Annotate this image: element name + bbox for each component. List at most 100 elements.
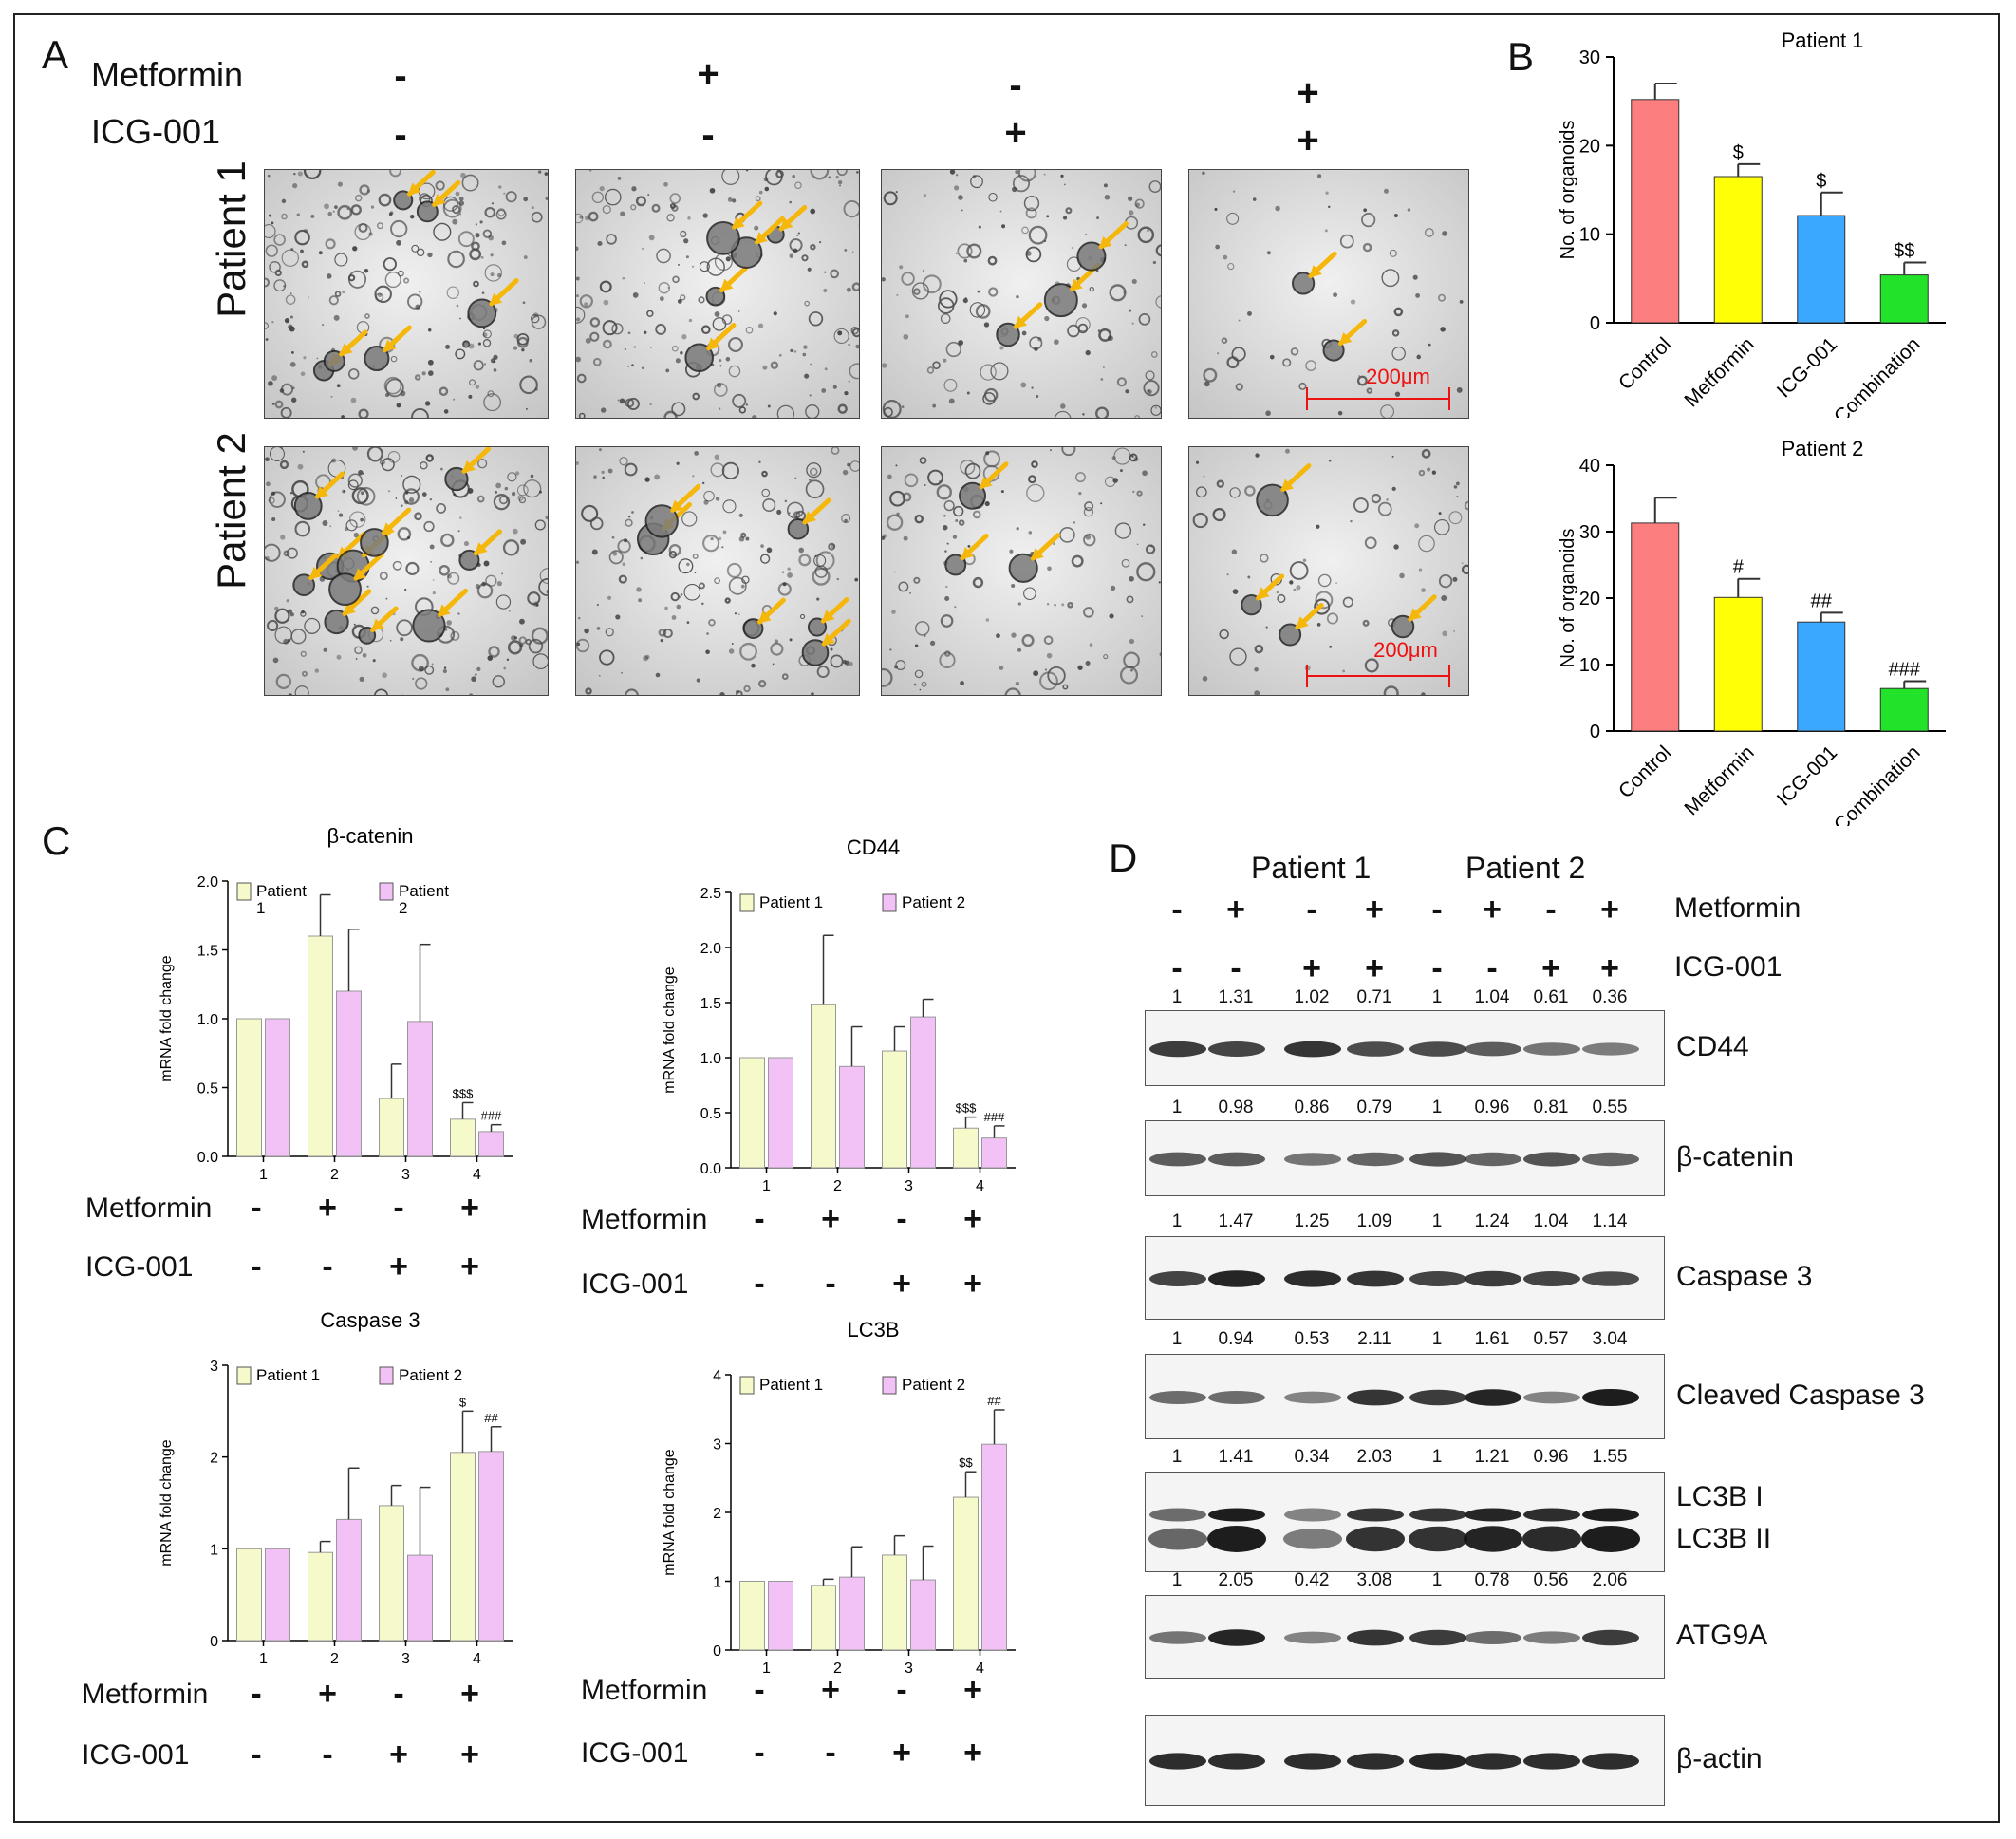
c3-metformin-sign-4: + [460, 1676, 479, 1712]
legend-label: 2 [399, 899, 407, 917]
band-value: 0.53 [1294, 1329, 1330, 1349]
band-value: 1 [1171, 1329, 1183, 1349]
significance-mark: $$ [959, 1455, 973, 1470]
x-tick-label: 1 [762, 1661, 771, 1677]
band [1347, 1152, 1404, 1167]
chart-title: LC3B [847, 1318, 899, 1342]
c3-icg-sign-2: - [322, 1736, 333, 1773]
band-value: 2.05 [1218, 1570, 1254, 1590]
bar-group-2-patient-1 [811, 1004, 836, 1169]
bar-group-1-patient-2 [265, 1548, 290, 1642]
band-value: 1 [1171, 987, 1183, 1007]
legend-label: Patient 2 [902, 1376, 965, 1394]
band-value: 1 [1171, 1211, 1183, 1231]
band [1582, 1629, 1639, 1646]
band-value: 1 [1431, 1098, 1443, 1117]
c4-metformin-sign-1: - [754, 1672, 765, 1708]
c2-icg-label: ICG-001 [581, 1268, 689, 1300]
bar-group-1-patient-2 [265, 1018, 290, 1157]
blot-label-lc3b-ii: LC3B II [1676, 1523, 1772, 1554]
x-tick-label: Control [1615, 741, 1675, 802]
x-tick-label: 4 [473, 1167, 481, 1183]
band [1465, 1270, 1521, 1287]
band [1208, 1753, 1265, 1770]
figure-frame [13, 13, 2000, 1823]
blot-label-cleaved-caspase-3: Cleaved Caspase 3 [1676, 1379, 1925, 1411]
y-tick-label: 20 [1579, 136, 1600, 157]
band-value: 0.36 [1592, 987, 1628, 1007]
band-value: 1.25 [1294, 1211, 1330, 1231]
legend-swatch [739, 1376, 755, 1395]
band-value: 0.61 [1533, 987, 1569, 1007]
band [1347, 1508, 1404, 1522]
panel-a-label: A [42, 32, 69, 77]
blot-icg-sign-7: + [1541, 950, 1560, 986]
band [1464, 1526, 1522, 1552]
bar-group-3-patient-2 [910, 1016, 936, 1169]
significance-mark: ## [484, 1411, 498, 1425]
significance-mark: $ [1733, 142, 1744, 163]
band [1207, 1525, 1266, 1552]
x-tick-label: 2 [833, 1178, 842, 1194]
scale-bar-label-1: 200μm [1366, 365, 1430, 388]
band [1284, 1391, 1341, 1404]
chart-patient-1-organoids: Patient 1 No. of organoids 0 10 20 30 Control $… [1558, 28, 1946, 418]
blot-caspase-3 [1145, 1236, 1665, 1320]
band [1347, 1629, 1404, 1646]
organoid-image-patient-2-3 [881, 446, 1162, 696]
significance-mark: # [1733, 557, 1745, 578]
y-tick-label: 0 [713, 1643, 721, 1660]
band [1409, 1271, 1466, 1286]
blot-icg-sign-2: - [1230, 950, 1241, 986]
x-tick-label: ICG-001 [1773, 333, 1841, 402]
icg-sign-2: - [701, 114, 715, 156]
band [1523, 1631, 1580, 1644]
bar-group-3-patient-1 [882, 1554, 907, 1651]
x-tick-label: Combination [1830, 741, 1925, 826]
metformin-sign-2: + [697, 53, 719, 95]
band [1582, 1152, 1639, 1167]
c2-icg-sign-2: - [825, 1266, 836, 1302]
band-value: 0.81 [1533, 1098, 1569, 1117]
legend-swatch [739, 893, 755, 912]
band [1284, 1153, 1341, 1166]
c2-metformin-sign-3: - [896, 1201, 907, 1237]
blot-metformin-sign-2: + [1226, 891, 1245, 928]
chart-beta-catenin-mrna: β-catenin mRNA fold change 0.0 0.5 1.0 1.5 2.0… [159, 824, 513, 1183]
band-value: 1 [1171, 1570, 1183, 1590]
x-tick-label: 1 [259, 1167, 268, 1183]
band-value: 1.21 [1474, 1447, 1510, 1467]
c3-metformin-sign-1: - [251, 1676, 262, 1712]
bar-group-2-patient-2 [839, 1065, 865, 1169]
band-value: 0.78 [1474, 1570, 1510, 1590]
organoid-image-patient-1-1 [264, 169, 549, 419]
legend-swatch [379, 882, 394, 901]
scale-bar-label-2: 200μm [1373, 638, 1438, 662]
c1-icg-sign-3: + [389, 1248, 408, 1285]
bar-icg-001 [1797, 621, 1846, 732]
band [1523, 1271, 1580, 1286]
x-tick-label: 4 [976, 1178, 984, 1194]
band-value: 0.57 [1533, 1329, 1569, 1349]
band [1208, 1270, 1265, 1287]
panel-c-label: C [42, 818, 71, 863]
blot-label-cd44: CD44 [1676, 1031, 1749, 1062]
band [1582, 1389, 1639, 1406]
c4-metformin-sign-3: - [896, 1672, 907, 1708]
metformin-sign-1: - [394, 55, 407, 97]
band [1347, 1753, 1404, 1770]
y-tick-label: 2.5 [700, 886, 721, 902]
band [1465, 1508, 1521, 1522]
bar-group-2-patient-2 [839, 1576, 865, 1651]
blot-icg-sign-6: - [1486, 950, 1498, 986]
y-tick-label: 0.5 [700, 1106, 721, 1122]
band [1283, 1529, 1342, 1549]
row-label-patient-1: Patient 1 [209, 160, 253, 318]
legend-swatch [882, 1376, 897, 1395]
c4-icg-sign-1: - [754, 1735, 765, 1771]
significance-mark: ## [1811, 591, 1833, 611]
y-tick-label: 2.0 [700, 941, 721, 957]
chart-title: CD44 [847, 835, 900, 859]
bar-group-1-patient-2 [768, 1581, 793, 1651]
organoid-image-patient-1-3 [881, 169, 1162, 419]
